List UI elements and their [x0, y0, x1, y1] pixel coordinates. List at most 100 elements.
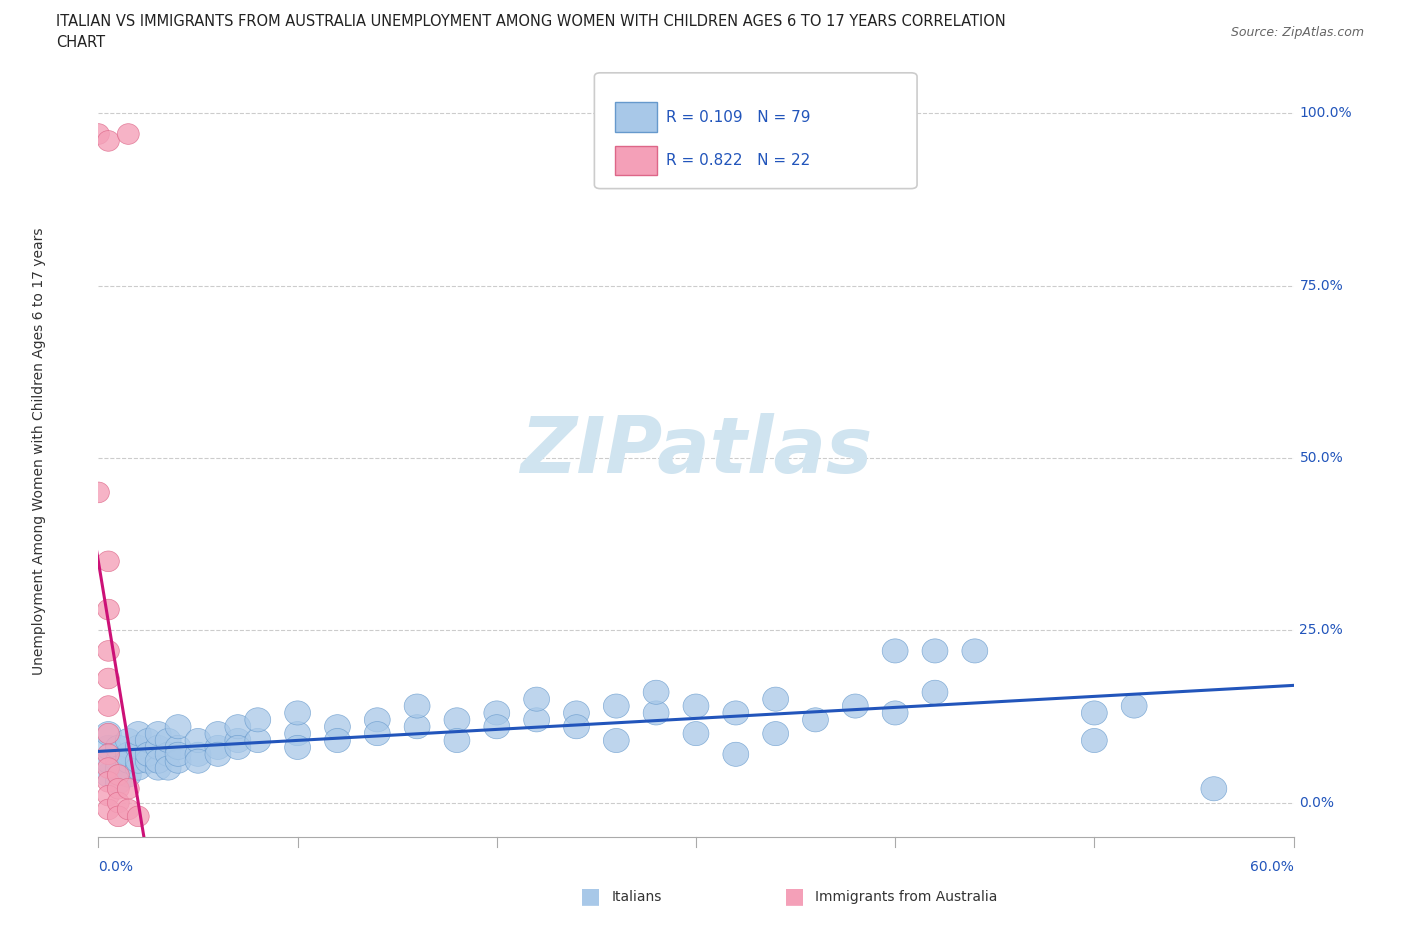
Ellipse shape — [117, 778, 139, 799]
FancyBboxPatch shape — [595, 73, 917, 189]
Ellipse shape — [245, 708, 271, 732]
Ellipse shape — [135, 750, 162, 773]
Ellipse shape — [284, 701, 311, 725]
Text: R = 0.822   N = 22: R = 0.822 N = 22 — [666, 153, 810, 168]
Text: 50.0%: 50.0% — [1299, 451, 1343, 465]
Ellipse shape — [135, 742, 162, 766]
Ellipse shape — [107, 806, 129, 827]
Ellipse shape — [444, 728, 470, 752]
Ellipse shape — [962, 639, 988, 663]
Ellipse shape — [284, 722, 311, 746]
Ellipse shape — [284, 736, 311, 760]
Ellipse shape — [922, 639, 948, 663]
Ellipse shape — [97, 696, 120, 716]
Ellipse shape — [97, 551, 120, 572]
Ellipse shape — [145, 750, 172, 773]
Ellipse shape — [97, 772, 120, 792]
Ellipse shape — [96, 750, 121, 773]
Text: ITALIAN VS IMMIGRANTS FROM AUSTRALIA UNEMPLOYMENT AMONG WOMEN WITH CHILDREN AGES: ITALIAN VS IMMIGRANTS FROM AUSTRALIA UNE… — [56, 14, 1005, 29]
Text: 0.0%: 0.0% — [1299, 795, 1334, 809]
Ellipse shape — [683, 694, 709, 718]
Ellipse shape — [723, 701, 749, 725]
FancyBboxPatch shape — [614, 145, 657, 175]
Ellipse shape — [125, 736, 152, 760]
Ellipse shape — [603, 728, 630, 752]
Ellipse shape — [364, 722, 391, 746]
Ellipse shape — [115, 750, 141, 773]
Ellipse shape — [105, 770, 131, 794]
Ellipse shape — [117, 124, 139, 144]
Text: ■: ■ — [785, 886, 804, 907]
Ellipse shape — [1081, 728, 1108, 752]
Ellipse shape — [145, 756, 172, 780]
Text: Italians: Italians — [612, 889, 662, 904]
Ellipse shape — [97, 799, 120, 819]
Ellipse shape — [145, 722, 172, 746]
Ellipse shape — [97, 785, 120, 806]
Ellipse shape — [723, 742, 749, 766]
Ellipse shape — [186, 742, 211, 766]
Ellipse shape — [683, 722, 709, 746]
Ellipse shape — [444, 708, 470, 732]
Ellipse shape — [107, 778, 129, 799]
Ellipse shape — [97, 724, 120, 744]
Ellipse shape — [762, 687, 789, 711]
Ellipse shape — [97, 744, 120, 764]
Ellipse shape — [564, 701, 589, 725]
Ellipse shape — [484, 714, 510, 738]
Text: 100.0%: 100.0% — [1299, 106, 1353, 120]
Ellipse shape — [96, 736, 121, 760]
Ellipse shape — [643, 680, 669, 704]
Ellipse shape — [245, 728, 271, 752]
FancyBboxPatch shape — [614, 102, 657, 132]
Ellipse shape — [603, 694, 630, 718]
Text: R = 0.109   N = 79: R = 0.109 N = 79 — [666, 111, 811, 126]
Text: 25.0%: 25.0% — [1299, 623, 1343, 637]
Ellipse shape — [205, 722, 231, 746]
Ellipse shape — [186, 750, 211, 773]
Ellipse shape — [523, 708, 550, 732]
Ellipse shape — [364, 708, 391, 732]
Ellipse shape — [97, 599, 120, 620]
Ellipse shape — [87, 124, 110, 144]
Ellipse shape — [225, 714, 250, 738]
Ellipse shape — [842, 694, 869, 718]
Ellipse shape — [105, 736, 131, 760]
Ellipse shape — [882, 639, 908, 663]
Ellipse shape — [115, 728, 141, 752]
Text: Source: ZipAtlas.com: Source: ZipAtlas.com — [1230, 26, 1364, 39]
Text: CHART: CHART — [56, 35, 105, 50]
Ellipse shape — [97, 641, 120, 661]
Ellipse shape — [165, 714, 191, 738]
Ellipse shape — [155, 742, 181, 766]
Ellipse shape — [105, 756, 131, 780]
Ellipse shape — [128, 806, 149, 827]
Ellipse shape — [165, 750, 191, 773]
Ellipse shape — [125, 750, 152, 773]
Text: ZIPatlas: ZIPatlas — [520, 413, 872, 489]
Ellipse shape — [762, 722, 789, 746]
Ellipse shape — [643, 701, 669, 725]
Ellipse shape — [117, 799, 139, 819]
Ellipse shape — [165, 742, 191, 766]
Ellipse shape — [145, 736, 172, 760]
Ellipse shape — [1081, 701, 1108, 725]
Ellipse shape — [186, 728, 211, 752]
Ellipse shape — [484, 701, 510, 725]
Ellipse shape — [165, 736, 191, 760]
Ellipse shape — [404, 694, 430, 718]
Ellipse shape — [225, 728, 250, 752]
Text: ■: ■ — [581, 886, 600, 907]
Ellipse shape — [882, 701, 908, 725]
Ellipse shape — [96, 722, 121, 746]
Ellipse shape — [155, 756, 181, 780]
Ellipse shape — [125, 756, 152, 780]
Ellipse shape — [205, 736, 231, 760]
Ellipse shape — [96, 763, 121, 787]
Ellipse shape — [523, 687, 550, 711]
Ellipse shape — [325, 728, 350, 752]
Text: Immigrants from Australia: Immigrants from Australia — [815, 889, 998, 904]
Text: 60.0%: 60.0% — [1250, 860, 1294, 874]
Ellipse shape — [107, 764, 129, 785]
Ellipse shape — [125, 722, 152, 746]
